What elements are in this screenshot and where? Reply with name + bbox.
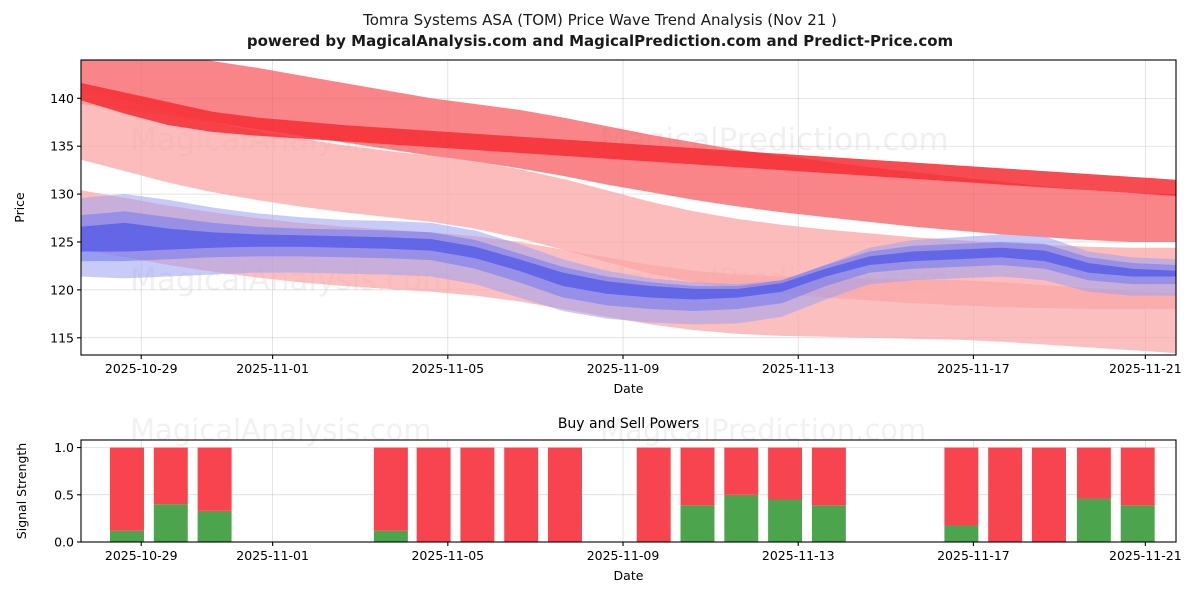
bar-sell — [460, 447, 495, 542]
bar-buy — [1076, 498, 1111, 542]
y-tick-label: 0.0 — [54, 535, 74, 550]
bar-sell — [636, 447, 671, 542]
bar-sell — [416, 447, 451, 542]
x-tick-label: 2025-11-05 — [411, 548, 484, 563]
axis-spines — [80, 59, 1177, 356]
y-tick-label: 1.0 — [54, 440, 74, 455]
bar-buy — [373, 530, 408, 542]
panel-title: Buy and Sell Powers — [558, 416, 699, 432]
y-axis-label: Price — [12, 192, 27, 223]
y-tick-label: 125 — [50, 234, 74, 249]
axis-ticks: 0.0 0.5 1.0 2025-10-29 2025-11-01 2025-11-05 2… — [54, 440, 1182, 563]
svg-text:MagicalAnalysis.com: MagicalAnalysis.com — [130, 413, 432, 447]
x-tick-label: 2025-11-21 — [1109, 361, 1182, 376]
page-title: Tomra Systems ASA (TOM) Price Wave Trend… — [363, 11, 837, 29]
y-tick-label: 0.5 — [54, 487, 74, 502]
bar-sell — [944, 447, 979, 526]
band-blue-wave-outer — [81, 194, 1176, 325]
band-blue-wave-core — [81, 222, 1176, 300]
bar-buy — [724, 494, 759, 542]
bar-sell — [724, 447, 759, 495]
bar-sell — [680, 447, 715, 506]
bar-buy — [153, 504, 188, 542]
watermark-group: MagicalAnalysis.com MagicalPrediction.com — [130, 413, 926, 447]
bar-sell — [153, 447, 188, 505]
bar-sell — [1032, 447, 1066, 542]
y-tick-label: 120 — [50, 282, 74, 297]
x-axis-label: Date — [614, 568, 644, 583]
bar-buy — [197, 510, 232, 542]
bar-sell — [548, 447, 582, 542]
x-tick-label: 2025-11-13 — [762, 548, 835, 563]
bar-sell — [1076, 447, 1111, 499]
bar-sell — [768, 447, 803, 500]
y-tick-label: 135 — [50, 139, 74, 154]
band-sharp-downtrend-wedge — [81, 82, 1176, 197]
x-tick-label: 2025-10-29 — [105, 361, 178, 376]
title-block: Tomra Systems ASA (TOM) Price Wave Trend… — [0, 10, 1200, 52]
buy-sell-panel: Buy and Sell Powers MagicalAnalysis.com Ma… — [0, 410, 1200, 600]
x-tick-label: 2025-11-17 — [937, 548, 1010, 563]
axis-spines — [80, 439, 1177, 543]
bar-sell — [988, 447, 1023, 542]
bar-buy — [811, 505, 846, 542]
bar-sell — [197, 447, 232, 511]
page-subtitle: powered by MagicalAnalysis.com and Magic… — [246, 32, 954, 50]
x-tick-label: 2025-11-17 — [937, 361, 1010, 376]
x-tick-label: 2025-11-21 — [1109, 548, 1182, 563]
bar-sell — [110, 447, 144, 531]
band-blue-wave-mid — [81, 211, 1176, 311]
x-tick-label: 2025-11-09 — [587, 361, 660, 376]
bar-sell — [373, 447, 408, 531]
bar-buy — [944, 525, 979, 542]
bar-buy — [768, 499, 803, 542]
bar-buy — [1120, 505, 1155, 542]
bar-buy — [680, 505, 715, 542]
x-tick-label: 2025-10-29 — [105, 548, 178, 563]
y-axis-label: Signal Strength — [14, 443, 29, 539]
bar-sell — [504, 447, 539, 542]
x-tick-label: 2025-11-13 — [762, 361, 835, 376]
wave-bands — [81, 60, 1176, 354]
bar-group — [110, 447, 1155, 542]
price-wave-chart: MagicalAnalysis.comMagicalPrediction.com… — [12, 59, 1182, 396]
svg-text:MagicalPrediction.com: MagicalPrediction.com — [600, 413, 926, 447]
y-tick-label: 115 — [50, 330, 74, 345]
x-axis-label: Date — [614, 381, 644, 396]
x-tick-label: 2025-11-09 — [587, 548, 660, 563]
y-tick-label: 130 — [50, 187, 74, 202]
bar-buy — [110, 530, 144, 542]
y-tick-label: 140 — [50, 91, 74, 106]
x-tick-label: 2025-11-01 — [236, 548, 309, 563]
x-tick-label: 2025-11-05 — [411, 361, 484, 376]
axis-ticks: 115 120 125 130 135 140 2025-10-29 2025-11-01 20… — [50, 91, 1182, 376]
price-wave-panel: MagicalAnalysis.comMagicalPrediction.com… — [0, 55, 1200, 400]
x-tick-label: 2025-11-01 — [236, 361, 309, 376]
bar-sell — [1120, 447, 1155, 506]
bar-sell — [811, 447, 846, 506]
